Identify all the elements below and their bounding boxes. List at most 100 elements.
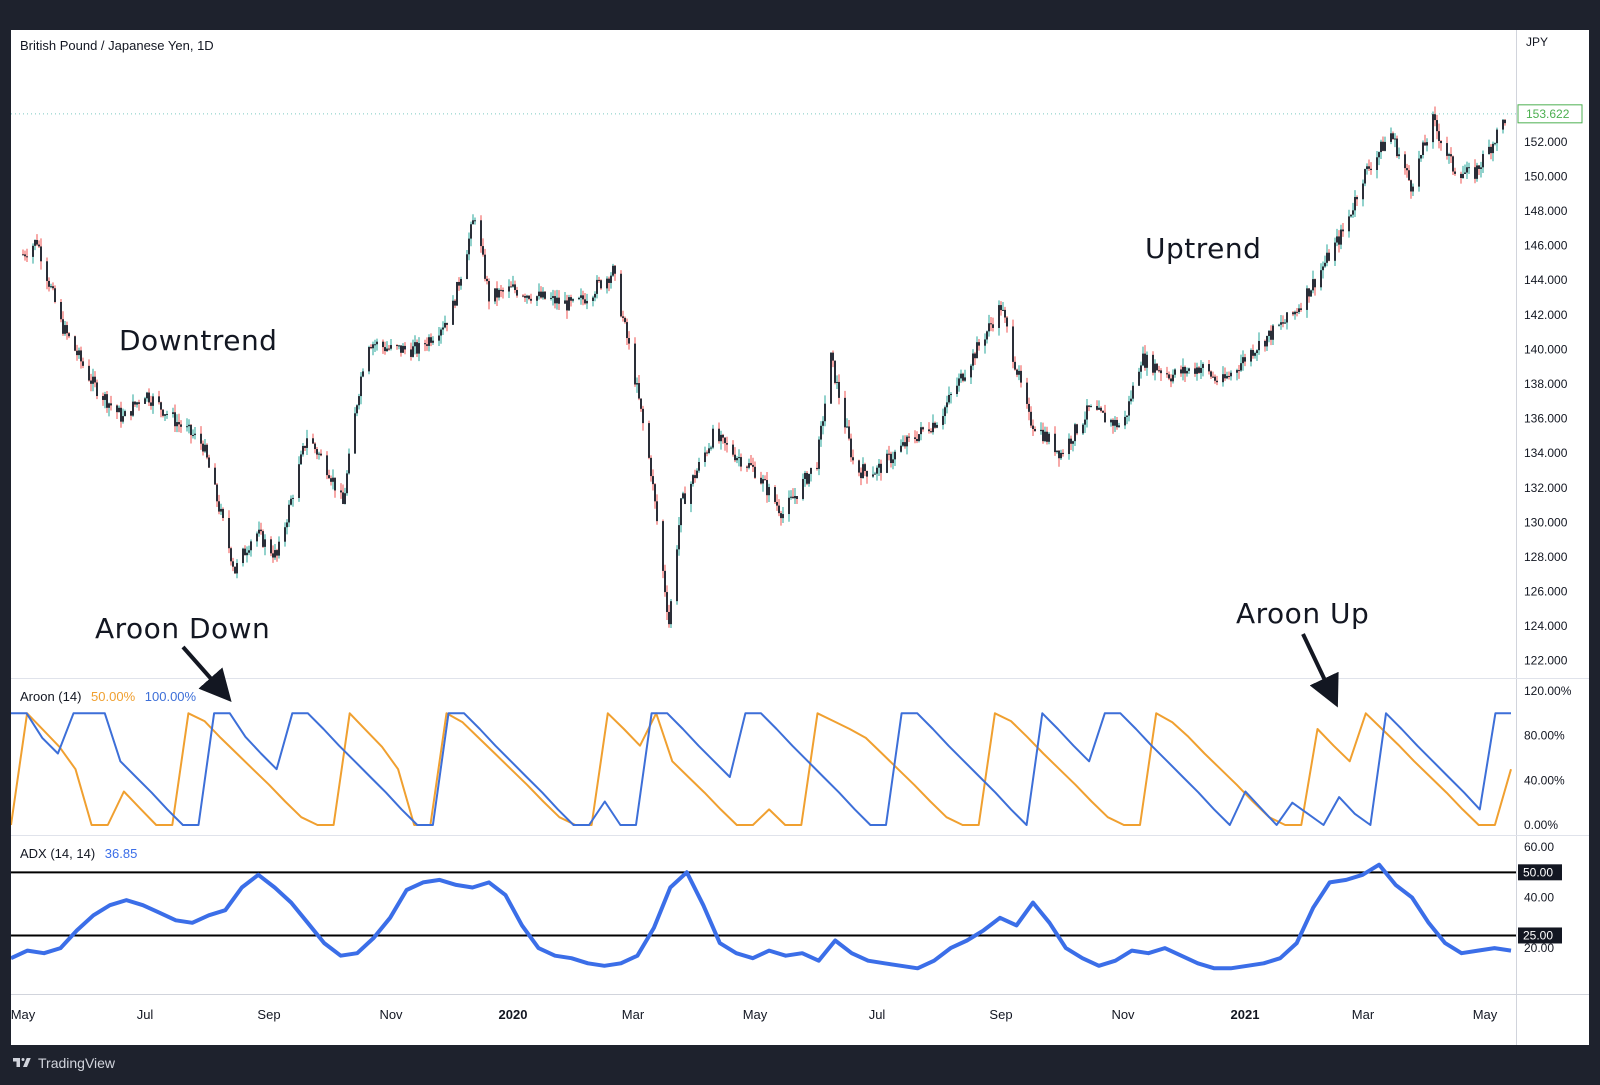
- candle-body: [1380, 141, 1382, 153]
- candle-body: [1324, 262, 1326, 267]
- candle-body: [1314, 279, 1316, 288]
- candle-body: [150, 402, 152, 406]
- candle-body: [1258, 340, 1260, 351]
- candle-body: [788, 497, 790, 515]
- candle-body: [976, 342, 978, 359]
- candle-body: [1238, 370, 1240, 372]
- candle-body: [26, 256, 28, 258]
- candle-body: [1476, 165, 1478, 179]
- candle-body: [374, 344, 376, 346]
- candle-body: [696, 470, 698, 479]
- candle-body: [1502, 119, 1504, 130]
- aroon-pane[interactable]: 120.00% 80.00% 40.00% 0.00%: [11, 679, 1589, 835]
- candle-body: [418, 343, 420, 354]
- candle-body: [304, 445, 306, 448]
- candle-body: [1000, 305, 1002, 311]
- candle-body: [174, 412, 176, 427]
- candle-body: [88, 365, 90, 381]
- candle-body: [1364, 169, 1366, 184]
- candle-body: [1130, 398, 1132, 402]
- candle-body: [260, 529, 262, 532]
- candle-body: [384, 347, 386, 352]
- candle-body: [718, 428, 720, 442]
- candle-body: [412, 346, 414, 357]
- candle-body: [108, 403, 110, 408]
- candle-body: [222, 508, 224, 518]
- candle-body: [858, 460, 860, 473]
- pane-divider[interactable]: [11, 678, 1589, 679]
- candle-body: [692, 475, 694, 484]
- candle-body: [400, 345, 402, 353]
- candle-body: [662, 521, 664, 571]
- candle-body: [230, 548, 232, 562]
- candle-body: [1152, 354, 1154, 373]
- aroon-tick-label: 40.00%: [1524, 773, 1565, 787]
- candle-body: [1300, 308, 1302, 310]
- candle-body: [1320, 270, 1322, 288]
- candle-body: [1202, 364, 1204, 368]
- candle-body: [460, 278, 462, 286]
- time-tick-label: Sep: [989, 1007, 1012, 1022]
- candle-body: [146, 392, 148, 399]
- candle-body: [1082, 424, 1084, 434]
- candle-body: [860, 472, 862, 479]
- candle-body: [710, 447, 712, 449]
- candle-body: [796, 496, 798, 499]
- candle-body: [138, 402, 140, 404]
- candle-body: [1426, 142, 1428, 146]
- candle-body: [1326, 252, 1328, 263]
- candle-body: [704, 452, 706, 462]
- candle-body: [1474, 167, 1476, 179]
- tradingview-footer[interactable]: TradingView: [12, 1055, 115, 1071]
- candle-body: [1098, 407, 1100, 410]
- candle-body: [624, 317, 626, 323]
- candle-body: [496, 288, 498, 298]
- candle-body: [306, 438, 308, 448]
- time-tick-label: Jul: [137, 1007, 154, 1022]
- time-tick-label: 2021: [1231, 1007, 1260, 1022]
- downtrend-annotation: Downtrend: [119, 324, 278, 357]
- candle-body: [362, 371, 364, 377]
- pane-divider[interactable]: [11, 835, 1589, 836]
- candle-body: [830, 352, 832, 404]
- candle-body: [1112, 419, 1114, 426]
- candle-body: [24, 254, 26, 257]
- candle-body: [1158, 370, 1160, 372]
- candle-body: [750, 463, 752, 465]
- candle-body: [370, 347, 372, 349]
- candle-body: [746, 466, 748, 468]
- candle-body: [1002, 309, 1004, 311]
- time-axis[interactable]: May Jul Sep Nov 2020 Mar May Jul Sep Nov 2021 Mar Ma…: [11, 995, 1516, 1045]
- price-pane[interactable]: 122.000 124.000 126.000 128.000 130.000 132.0…: [11, 30, 1589, 678]
- candle-body: [66, 325, 68, 334]
- candle-body: [330, 478, 332, 482]
- adx-pane[interactable]: 60.00 40.00 20.00 50.00 25.00: [11, 836, 1589, 994]
- candle-body: [342, 492, 344, 504]
- candle-body: [200, 433, 202, 444]
- candle-body: [262, 531, 264, 547]
- candle-body: [1138, 371, 1140, 386]
- candle-body: [440, 329, 442, 336]
- candle-body: [124, 411, 126, 417]
- candle-body: [1142, 353, 1144, 366]
- candle-body: [934, 422, 936, 428]
- candle-body: [712, 428, 714, 448]
- candle-body: [832, 352, 834, 361]
- time-tick-label: Mar: [1352, 1007, 1375, 1022]
- candle-body: [1284, 322, 1286, 324]
- candle-body: [74, 336, 76, 351]
- candle-body: [104, 394, 106, 400]
- candle-body: [930, 431, 932, 433]
- candle-body: [1196, 367, 1198, 374]
- candle-body: [1390, 133, 1392, 142]
- candle-body: [598, 279, 600, 281]
- last-price-label: 153.622: [1526, 107, 1570, 121]
- candle-body: [1132, 385, 1134, 399]
- candle-body: [1032, 425, 1034, 429]
- candle-body: [928, 429, 930, 432]
- candle-body: [1188, 368, 1190, 371]
- candle-body: [556, 297, 558, 304]
- candle-body: [892, 459, 894, 464]
- last-price-badge: [1517, 104, 1583, 124]
- candle-body: [234, 566, 236, 574]
